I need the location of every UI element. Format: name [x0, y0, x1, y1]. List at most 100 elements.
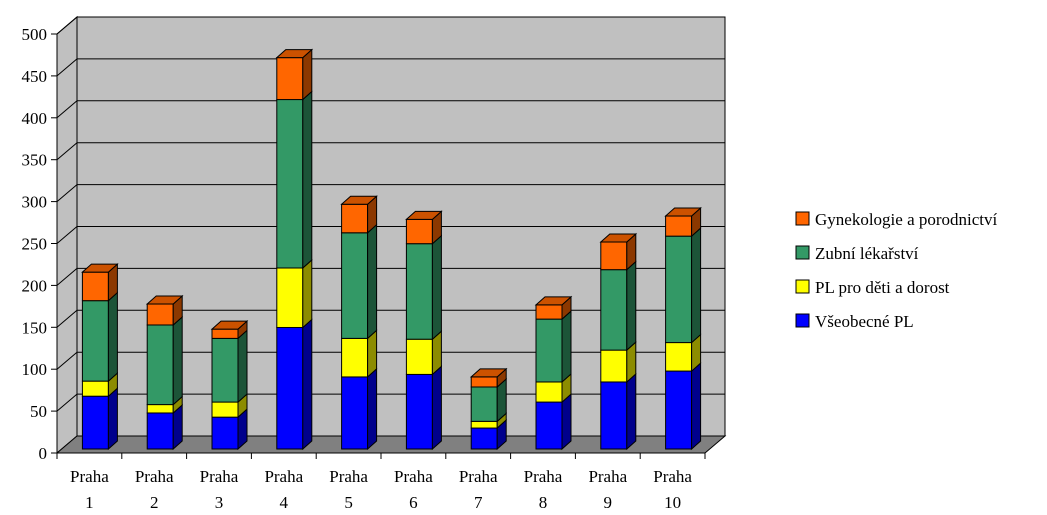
- x-tick-label: Praha: [200, 467, 239, 486]
- bar-segment-side: [691, 361, 702, 451]
- bar-segment-top: [340, 195, 378, 205]
- legend: Gynekologie a porodnictví Zubní lékařství…: [795, 210, 998, 331]
- gridline: [56, 142, 725, 161]
- bar-segment: [81, 271, 109, 302]
- bar-segment-side: [561, 309, 572, 384]
- bar-segment: [81, 380, 109, 397]
- bar-segment: [341, 232, 369, 339]
- bar-segment: [600, 381, 628, 450]
- bar-segment: [470, 386, 498, 422]
- bar-segment-top: [81, 263, 119, 273]
- bar-stack: [599, 232, 638, 451]
- bar-segment-side: [302, 48, 313, 101]
- x-tick-label: Praha: [588, 467, 627, 486]
- x-tick-label: Praha: [70, 467, 109, 486]
- bar-stack: [469, 367, 508, 451]
- x-axis-tick-labels: Praha 1 Praha 2 Praha 3 Praha 4 Praha 5 Praha 6 Prah…: [70, 467, 692, 512]
- bar-segment: [470, 420, 498, 429]
- gridline: [56, 309, 725, 328]
- bar-stack: [534, 295, 573, 451]
- y-tick-label: 500: [22, 25, 48, 44]
- y-tick-label: 300: [22, 193, 48, 212]
- x-tick-label: 10: [664, 493, 681, 512]
- legend-label: Všeobecné PL: [815, 312, 914, 331]
- bar-segment: [535, 381, 563, 403]
- bar-segment: [146, 412, 174, 450]
- bar-segment-side: [367, 223, 378, 340]
- bar-segment: [81, 300, 109, 382]
- x-tick-label: 3: [215, 493, 224, 512]
- x-tick-label: 4: [280, 493, 289, 512]
- bar-segment: [211, 416, 239, 450]
- y-tick-label: 50: [30, 402, 47, 421]
- bar-segment-top: [534, 296, 573, 306]
- bar-stack: [275, 48, 314, 451]
- bar-segment: [600, 269, 628, 351]
- bar-segment-side: [367, 367, 378, 451]
- gridline: [56, 393, 725, 412]
- bar-segment: [211, 401, 239, 418]
- bar-segment-top: [210, 320, 249, 330]
- bar-segment: [535, 304, 563, 320]
- bar-stack: [145, 294, 184, 451]
- gridline: [56, 16, 725, 35]
- x-tick-label: Praha: [653, 467, 692, 486]
- bar-segment: [276, 267, 304, 328]
- x-tick-label: 1: [85, 493, 94, 512]
- legend-item: PL pro děti a dorost: [795, 278, 950, 297]
- legend-label: Zubní lékařství: [815, 244, 919, 263]
- gridlines: [56, 16, 725, 412]
- bar-segment: [405, 338, 433, 375]
- bar-segment: [405, 218, 433, 245]
- x-tick-label: Praha: [264, 467, 303, 486]
- x-tick-label: Praha: [135, 467, 174, 486]
- gridline: [56, 226, 725, 244]
- gridline: [56, 184, 725, 202]
- gridline: [56, 58, 725, 77]
- legend-item: Všeobecné PL: [795, 312, 914, 331]
- bar-segment: [276, 326, 304, 450]
- bar-segment: [146, 404, 174, 414]
- legend-label: Gynekologie a porodnictví: [815, 210, 998, 229]
- bar-segment-side: [107, 387, 118, 451]
- legend-swatch: [795, 211, 810, 226]
- legend-label: PL pro děti a dorost: [815, 278, 950, 297]
- bar-segment-side: [691, 227, 702, 344]
- gridline: [56, 351, 725, 370]
- bar-segment-side: [172, 315, 183, 406]
- bar-segment: [211, 337, 239, 403]
- bar-segment: [211, 328, 239, 339]
- legend-swatch: [795, 245, 810, 260]
- bars: [81, 48, 702, 451]
- bar-segment: [535, 318, 563, 383]
- gridline: [56, 100, 725, 119]
- y-tick-label: 250: [22, 235, 48, 254]
- bar-segment: [405, 373, 433, 450]
- y-tick-label: 0: [39, 444, 48, 463]
- bar-segment-top: [145, 295, 184, 305]
- bar-segment-top: [275, 49, 314, 59]
- bar-segment-side: [107, 291, 118, 383]
- bar-segment: [470, 376, 498, 388]
- bar-segment: [276, 99, 304, 269]
- bar-stack: [81, 263, 119, 451]
- y-tick-label: 150: [22, 318, 48, 337]
- bar-segment: [341, 337, 369, 378]
- y-tick-label: 100: [22, 360, 48, 379]
- bar-segment: [535, 401, 563, 450]
- bar-segment-top: [469, 368, 508, 378]
- bar-segment: [341, 376, 369, 450]
- bar-segment: [146, 303, 174, 326]
- bar-segment-side: [302, 90, 313, 270]
- bar-stack: [405, 210, 443, 451]
- x-tick-label: Praha: [329, 467, 368, 486]
- bar-segment: [600, 349, 628, 383]
- legend-swatch: [795, 279, 810, 294]
- bar-segment-side: [626, 372, 637, 451]
- bar-segment-side: [237, 329, 248, 404]
- x-tick-label: Praha: [459, 467, 498, 486]
- x-tick-label: 5: [344, 493, 353, 512]
- x-tick-label: Praha: [524, 467, 563, 486]
- bar-segment-side: [431, 365, 442, 451]
